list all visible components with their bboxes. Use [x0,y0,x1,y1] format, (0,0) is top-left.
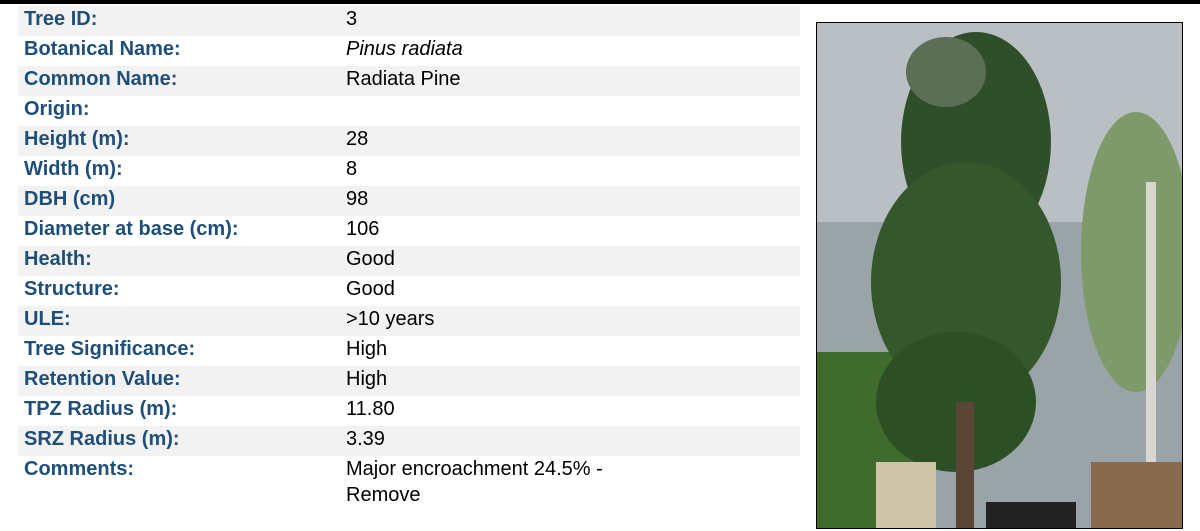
field-value-cell: 28 [340,126,800,156]
field-label: DBH (cm) [18,186,340,216]
field-value-cell: 106 [340,216,800,246]
field-label: Tree Significance: [18,336,340,366]
field-label: Tree ID: [18,6,340,36]
field-value: High [346,366,387,392]
field-value-cell: Pinus radiata [340,36,800,66]
table-row: Retention Value:High [18,366,800,396]
table-row: Origin: [18,96,800,126]
field-label: Common Name: [18,66,340,96]
field-value: 98 [346,186,368,212]
field-label: Origin: [18,96,340,126]
field-value: 11.80 [346,396,395,422]
field-value: Good [346,276,395,302]
field-label: Height (m): [18,126,340,156]
field-label: Retention Value: [18,366,340,396]
field-value-cell: Good [340,276,800,306]
field-value-cell: Major encroachment 24.5% - Remove [340,456,800,508]
field-value: Major encroachment 24.5% - Remove [346,456,666,508]
table-row: ULE:>10 years [18,306,800,336]
field-value-cell: Radiata Pine [340,66,800,96]
table-row: TPZ Radius (m):11.80 [18,396,800,426]
field-value: 106 [346,216,379,242]
field-label: Comments: [18,456,340,508]
field-value: 3.39 [346,426,385,452]
table-row: DBH (cm)98 [18,186,800,216]
field-value: Pinus radiata [346,36,463,62]
field-label: Structure: [18,276,340,306]
field-value: >10 years [346,306,434,332]
field-value-cell: 3.39 [340,426,800,456]
field-label: TPZ Radius (m): [18,396,340,426]
field-label: Width (m): [18,156,340,186]
table-row: Botanical Name:Pinus radiata [18,36,800,66]
table-row: Health:Good [18,246,800,276]
field-value: 3 [346,6,357,32]
field-value-cell: Good [340,246,800,276]
table-row: Height (m):28 [18,126,800,156]
table-row: Diameter at base (cm):106 [18,216,800,246]
field-label: Health: [18,246,340,276]
field-value-cell: >10 years [340,306,800,336]
field-value: 8 [346,156,357,182]
field-value-cell [340,96,800,126]
table-row: Structure:Good [18,276,800,306]
field-value-cell: 98 [340,186,800,216]
top-rule [0,0,1200,4]
field-value-cell: 8 [340,156,800,186]
field-label: Diameter at base (cm): [18,216,340,246]
tree-photo [816,22,1183,529]
field-value-cell: 3 [340,6,800,36]
page: Tree ID:3Botanical Name:Pinus radiataCom… [0,0,1200,531]
table-row: SRZ Radius (m):3.39 [18,426,800,456]
table-row: Tree ID:3 [18,6,800,36]
table-row: Common Name:Radiata Pine [18,66,800,96]
field-label: ULE: [18,306,340,336]
field-value: High [346,336,387,362]
field-value: 28 [346,126,368,152]
table-row: Tree Significance:High [18,336,800,366]
field-label: Botanical Name: [18,36,340,66]
field-value-cell: High [340,366,800,396]
field-value-cell: High [340,336,800,366]
field-value-cell: 11.80 [340,396,800,426]
field-label: SRZ Radius (m): [18,426,340,456]
table-row: Width (m):8 [18,156,800,186]
field-value: Radiata Pine [346,66,461,92]
table-row: Comments:Major encroachment 24.5% - Remo… [18,456,800,508]
field-value: Good [346,246,395,272]
